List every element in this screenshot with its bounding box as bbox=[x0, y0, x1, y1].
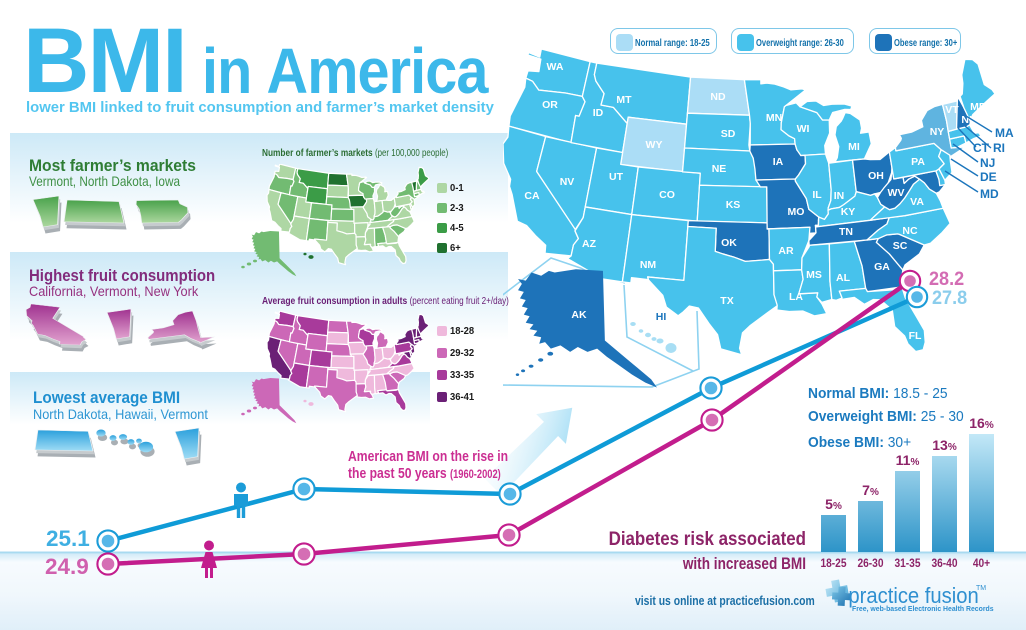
svg-text:FL: FL bbox=[909, 330, 922, 342]
svg-text:NJ: NJ bbox=[980, 156, 995, 170]
svg-text:WV: WV bbox=[888, 187, 905, 199]
svg-text:IL: IL bbox=[812, 189, 822, 201]
svg-text:AZ: AZ bbox=[582, 238, 597, 250]
svg-text:OR: OR bbox=[542, 99, 558, 111]
svg-text:NH: NH bbox=[961, 114, 976, 126]
svg-text:OH: OH bbox=[868, 170, 884, 182]
svg-text:NC: NC bbox=[902, 225, 918, 237]
svg-text:WA: WA bbox=[547, 61, 564, 73]
svg-text:RI: RI bbox=[993, 141, 1005, 155]
svg-text:WI: WI bbox=[797, 123, 810, 135]
svg-text:GA: GA bbox=[874, 261, 890, 273]
svg-text:MI: MI bbox=[848, 141, 860, 153]
svg-text:ID: ID bbox=[593, 107, 604, 119]
svg-text:CA: CA bbox=[524, 190, 540, 202]
svg-text:CO: CO bbox=[659, 189, 675, 201]
svg-text:MT: MT bbox=[616, 94, 632, 106]
svg-text:DE: DE bbox=[980, 170, 997, 184]
svg-text:MD: MD bbox=[980, 187, 999, 201]
svg-text:NE: NE bbox=[712, 163, 727, 175]
svg-text:IN: IN bbox=[834, 190, 845, 202]
svg-text:Free, web-based Electronic Hea: Free, web-based Electronic Health Record… bbox=[852, 604, 994, 613]
svg-text:OK: OK bbox=[721, 237, 737, 249]
svg-text:MN: MN bbox=[766, 112, 782, 124]
svg-text:practice fusion: practice fusion bbox=[848, 584, 978, 608]
svg-text:SC: SC bbox=[893, 240, 908, 252]
svg-text:MS: MS bbox=[806, 269, 822, 281]
svg-text:LA: LA bbox=[789, 291, 803, 303]
svg-text:ME: ME bbox=[970, 101, 986, 113]
svg-text:AL: AL bbox=[836, 272, 851, 284]
svg-text:NV: NV bbox=[560, 176, 575, 188]
svg-text:KY: KY bbox=[841, 206, 856, 218]
svg-text:NY: NY bbox=[930, 126, 945, 138]
svg-text:IA: IA bbox=[773, 156, 784, 168]
svg-text:PA: PA bbox=[911, 156, 925, 168]
svg-text:MA: MA bbox=[995, 126, 1014, 140]
svg-text:KS: KS bbox=[726, 199, 741, 211]
svg-text:VA: VA bbox=[910, 196, 924, 208]
svg-text:AK: AK bbox=[571, 309, 587, 321]
svg-text:TN: TN bbox=[839, 226, 853, 238]
svg-text:SD: SD bbox=[721, 128, 736, 140]
svg-text:MO: MO bbox=[788, 206, 805, 218]
svg-text:AR: AR bbox=[778, 245, 794, 257]
svg-text:TX: TX bbox=[720, 295, 733, 307]
svg-text:ND: ND bbox=[710, 91, 726, 103]
svg-text:NM: NM bbox=[640, 259, 657, 271]
svg-text:HI: HI bbox=[656, 311, 667, 323]
svg-text:VT: VT bbox=[945, 104, 959, 116]
svg-text:CT: CT bbox=[973, 141, 990, 155]
svg-text:UT: UT bbox=[609, 171, 624, 183]
svg-text:WY: WY bbox=[646, 139, 663, 151]
svg-text:TM: TM bbox=[976, 585, 986, 592]
